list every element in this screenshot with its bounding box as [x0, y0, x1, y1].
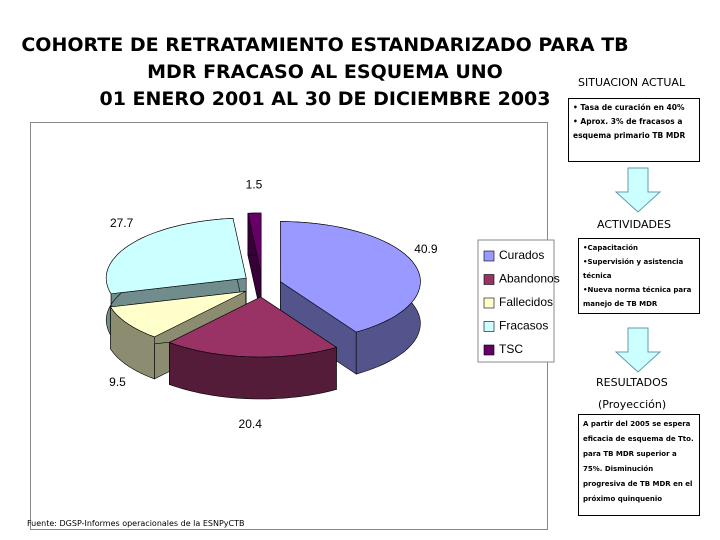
title-line: MDR FRACASO AL ESQUEMA UNO	[147, 61, 503, 83]
section-title: ACTIVIDADES	[597, 218, 671, 231]
data-label: 40.9	[414, 242, 438, 256]
title-line: 01 ENERO 2001 AL 30 DE DICIEMBRE 2003	[99, 88, 551, 110]
item: • Tasa de curación en 40%	[573, 103, 685, 112]
legend-swatch	[483, 321, 495, 332]
arrow	[614, 327, 662, 373]
legend-swatch	[483, 250, 495, 262]
resultados-box: A partir del 2005 se espera eficacia de …	[578, 414, 700, 516]
item: •Nueva norma técnica para manejo de TB M…	[583, 286, 692, 308]
legend-swatch	[483, 274, 495, 285]
legend-label: Abandonos	[499, 272, 560, 286]
legend-swatch	[483, 344, 495, 356]
slice	[110, 291, 246, 338]
legend-label: TSC	[499, 342, 523, 356]
section-subtitle: (Proyección)	[598, 398, 667, 411]
item: •Supervisión y asistencia técnica	[583, 258, 684, 280]
item: • Aprox. 3% de fracasos a esquema primar…	[573, 117, 686, 140]
actividades-box: •Capacitación •Supervisión y asistencia …	[578, 238, 700, 314]
source: Fuente: DGSP-Informes operacionales de l…	[27, 519, 245, 528]
slice	[247, 212, 262, 274]
section-title: RESULTADOS	[596, 376, 668, 389]
item: •Capacitación	[583, 244, 639, 252]
title-line: COHORTE DE RETRATAMIENTO ESTANDARIZADO P…	[21, 34, 629, 56]
section-title: SITUACION ACTUAL	[578, 76, 686, 89]
situacion-box: • Tasa de curación en 40% • Aprox. 3% de…	[568, 98, 700, 162]
data-label: 9.5	[109, 375, 126, 389]
legend-swatch	[483, 297, 495, 309]
title: COHORTE DE RETRATAMIENTO ESTANDARIZADO P…	[0, 32, 650, 113]
data-label: 20.4	[239, 417, 263, 431]
data-label: 1.5	[246, 177, 263, 191]
slice	[280, 221, 421, 333]
legend-label: Curados	[499, 248, 544, 262]
slice	[105, 218, 247, 295]
legend-label: Fracasos	[499, 319, 548, 333]
data-label: 27.7	[110, 216, 134, 230]
arrow	[614, 167, 662, 213]
legend-label: Fallecidos	[499, 295, 553, 309]
slice	[168, 296, 338, 358]
arrows	[614, 167, 662, 373]
